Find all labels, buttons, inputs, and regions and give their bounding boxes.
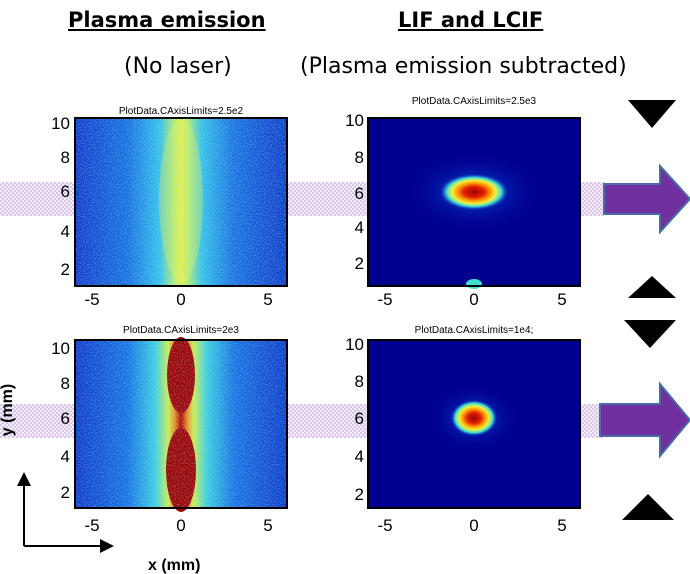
ytick: 8 [355, 372, 364, 391]
left-column-title: Plasma emission [68, 8, 266, 32]
xtick: 0 [469, 290, 478, 309]
ytick: 10 [51, 114, 70, 133]
xtick: -5 [377, 516, 392, 535]
panel-caption-4: PlotData.CAxisLimits=1e4; [415, 325, 534, 336]
ytick: 6 [355, 184, 364, 203]
arrowhead-right-icon [100, 539, 114, 553]
left-column-subtitle: (No laser) [124, 54, 232, 79]
xtick: -5 [377, 290, 392, 309]
ytick: 2 [61, 483, 70, 502]
panel-lif-bottom [367, 339, 581, 509]
xtick: 5 [263, 516, 272, 535]
xticks-bottom-row: -5 0 5 -5 0 5 [84, 516, 566, 535]
xtick: -5 [84, 516, 99, 535]
ytick: 4 [355, 218, 364, 237]
ytick: 8 [355, 148, 364, 167]
panel-lif-top [367, 117, 581, 289]
ytick: 2 [61, 260, 70, 279]
corner-axes-icon [23, 480, 104, 547]
ytick: 4 [61, 222, 70, 241]
ytick: 2 [355, 485, 364, 504]
arrowhead-up-icon [17, 472, 31, 486]
panel-caption-1: PlotData.CAxisLimits=2.5e2 [119, 106, 244, 117]
yticks-panel-1: 10 8 6 4 2 [51, 114, 70, 279]
ytick: 6 [355, 409, 364, 428]
ytick: 8 [61, 374, 70, 393]
right-arrow-icon [603, 163, 690, 235]
xtick: -5 [84, 290, 99, 309]
yticks-panel-4: 10 8 6 4 2 [345, 335, 364, 504]
y-axis-label: y (mm) [0, 384, 16, 436]
right-column-subtitle: (Plasma emission subtracted) [300, 54, 627, 79]
down-triangle-icon [628, 100, 676, 128]
panel-caption-2: PlotData.CAxisLimits=2.5e3 [412, 96, 537, 107]
ytick: 8 [61, 148, 70, 167]
ytick: 2 [355, 254, 364, 273]
ytick: 6 [61, 182, 70, 201]
ytick: 4 [355, 447, 364, 466]
down-triangle-icon [624, 320, 676, 348]
x-axis-label: x (mm) [148, 557, 200, 574]
ytick: 4 [61, 447, 70, 466]
xtick: 5 [557, 290, 566, 309]
right-column-title: LIF and LCIF [398, 8, 544, 32]
ytick: 10 [51, 339, 70, 358]
panel-caption-3: PlotData.CAxisLimits=2e3 [123, 325, 239, 336]
panel-plasma-top [74, 117, 288, 287]
ytick: 10 [345, 111, 364, 130]
xtick: 5 [557, 516, 566, 535]
up-triangle-icon [622, 494, 674, 520]
xtick: 5 [263, 290, 272, 309]
up-triangle-icon [628, 276, 676, 298]
panel-plasma-bottom [74, 337, 288, 512]
yticks-panel-2: 10 8 6 4 2 [345, 111, 364, 273]
right-arrow-icon [599, 381, 690, 459]
xticks-top-row: -5 0 5 -5 0 5 [84, 290, 566, 309]
ytick: 6 [61, 409, 70, 428]
xtick: 0 [469, 516, 478, 535]
xtick: 0 [176, 516, 185, 535]
xtick: 0 [176, 290, 185, 309]
ytick: 10 [345, 335, 364, 354]
yticks-panel-3: 10 8 6 4 2 [51, 339, 70, 502]
